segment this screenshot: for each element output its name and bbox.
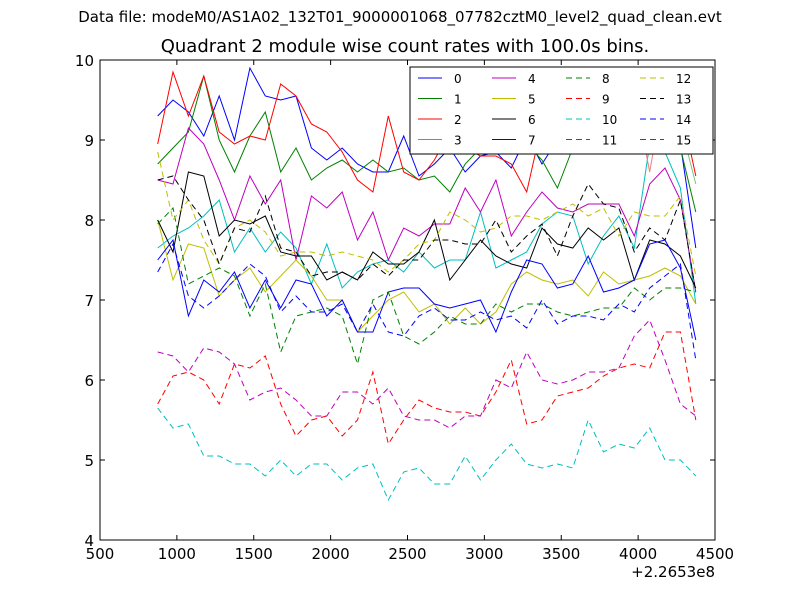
legend-label: 13 [676,93,691,107]
y-tick-label: 9 [84,132,94,150]
legend-label: 2 [454,113,462,127]
series-line-11 [157,319,697,429]
y-tick-label: 7 [84,292,94,310]
chart-suptitle: Data file: modeM0/AS1A02_132T01_90000010… [78,8,722,26]
x-tick-label: 4000 [619,545,657,563]
legend-label: 15 [676,134,691,148]
y-tick-label: 10 [75,52,94,70]
series-line-6 [157,171,697,289]
legend-label: 10 [602,113,617,127]
series-line-3 [157,143,697,305]
x-tick-label: 3500 [542,545,580,563]
legend-label: 5 [528,93,536,107]
ticks-layer: 500 1000 1500 2000 2500 3000 3500 4000 4500 4 5 6 7 8… [75,52,734,563]
series-line-8 [157,206,696,366]
legend-label: 12 [676,72,691,86]
x-tick-label: 1000 [158,545,196,563]
legend-label: 14 [676,113,691,127]
legend-label: 9 [602,93,610,107]
legend-label: 11 [602,134,617,148]
legend-label: 4 [528,72,536,86]
legend-label: 0 [454,72,462,86]
y-tick-label: 5 [84,452,94,470]
x-offset-label: +2.2653e8 [631,563,715,581]
x-tick-label: 2000 [312,545,350,563]
legend-label: 8 [602,72,610,86]
y-tick-label: 8 [84,212,94,230]
x-tick-label: 500 [86,545,115,563]
series-line-4 [157,127,697,293]
x-tick-label: 2500 [388,545,426,563]
legend-label: 3 [454,134,462,148]
legend-label: 6 [528,113,536,127]
series-line-12 [157,151,697,277]
series-line-10 [157,407,697,502]
legend-label: 1 [454,93,462,107]
y-tick-label: 6 [84,372,94,390]
series-line-14 [157,242,697,361]
chart-title: Quadrant 2 module wise count rates with … [160,36,650,57]
x-tick-label: 1500 [235,545,273,563]
y-tick-label: 4 [84,532,94,550]
series-line-9 [157,331,697,446]
series-line-5 [157,219,697,333]
x-tick-label: 4500 [696,545,734,563]
legend-label: 7 [528,134,536,148]
series-line-7 [157,238,697,341]
x-tick-label: 3000 [465,545,503,563]
series-line-13 [157,175,697,293]
